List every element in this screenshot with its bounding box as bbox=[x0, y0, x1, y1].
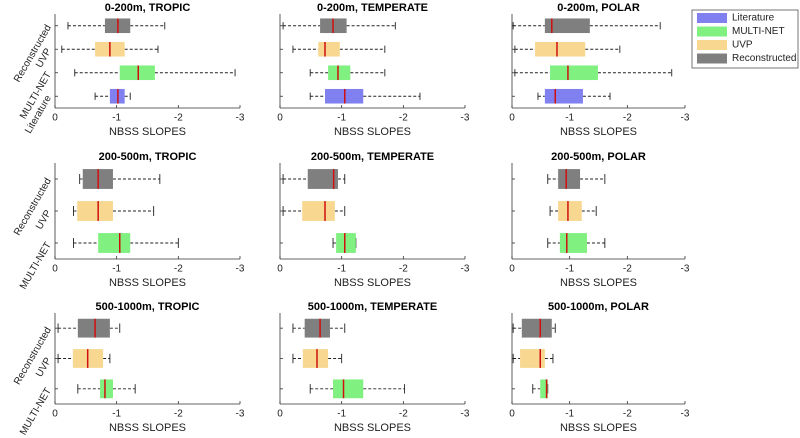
box bbox=[540, 379, 548, 399]
x-tick-label: -1 bbox=[565, 264, 574, 275]
box bbox=[521, 318, 552, 338]
box bbox=[559, 233, 587, 253]
x-tick-label: -3 bbox=[236, 264, 245, 275]
x-tick-label: -3 bbox=[461, 113, 470, 124]
x-tick-label: -2 bbox=[399, 264, 408, 275]
x-tick-label: -1 bbox=[112, 113, 121, 124]
x-tick-label: -1 bbox=[565, 113, 574, 124]
x-axis-label: NBSS SLOPES bbox=[560, 277, 637, 289]
x-tick-label: -2 bbox=[174, 409, 183, 420]
x-tick-label: -1 bbox=[112, 409, 121, 420]
x-axis-label: NBSS SLOPES bbox=[109, 422, 186, 434]
x-tick-label: -3 bbox=[236, 113, 245, 124]
box bbox=[558, 201, 582, 221]
box bbox=[520, 349, 545, 368]
x-tick-label: -2 bbox=[623, 113, 632, 124]
panel-title: 200-500m, POLAR bbox=[551, 151, 646, 163]
box bbox=[544, 88, 583, 104]
box bbox=[333, 379, 364, 399]
x-tick-label: -1 bbox=[337, 409, 346, 420]
box bbox=[535, 41, 586, 57]
x-tick-label: -3 bbox=[681, 409, 690, 420]
x-tick-label: 0 bbox=[509, 113, 515, 124]
x-tick-label: -3 bbox=[461, 264, 470, 275]
panel-title: 500-1000m, TROPIC bbox=[96, 301, 200, 313]
box bbox=[558, 169, 581, 189]
box bbox=[307, 169, 338, 189]
x-tick-label: 0 bbox=[277, 113, 283, 124]
box bbox=[98, 233, 131, 253]
y-tick-label: MULTI-NET bbox=[18, 386, 54, 437]
panel-title: 200-500m, TROPIC bbox=[99, 151, 197, 163]
y-tick-label: Reconstructed bbox=[12, 325, 54, 386]
panel-title: 0-200m, TROPIC bbox=[105, 2, 191, 14]
box bbox=[304, 318, 330, 338]
box bbox=[77, 201, 113, 221]
x-axis-label: NBSS SLOPES bbox=[334, 422, 411, 434]
box bbox=[302, 349, 329, 368]
x-tick-label: -3 bbox=[461, 409, 470, 420]
x-tick-label: -1 bbox=[112, 264, 121, 275]
box bbox=[336, 233, 356, 253]
x-tick-label: -2 bbox=[174, 264, 183, 275]
y-tick-label: MULTI-NET bbox=[18, 240, 54, 291]
x-tick-label: -1 bbox=[337, 113, 346, 124]
x-axis-label: NBSS SLOPES bbox=[109, 126, 186, 138]
x-tick-label: 0 bbox=[277, 409, 283, 420]
x-tick-label: -3 bbox=[681, 264, 690, 275]
x-axis-label: NBSS SLOPES bbox=[560, 126, 637, 138]
panel-title: 0-200m, POLAR bbox=[557, 2, 640, 14]
x-tick-label: 0 bbox=[277, 264, 283, 275]
x-tick-label: 0 bbox=[52, 113, 58, 124]
box bbox=[302, 201, 335, 221]
legend-swatch bbox=[697, 13, 727, 23]
y-tick-label: Reconstructed bbox=[12, 176, 54, 237]
box bbox=[100, 379, 113, 399]
panel-title: 200-500m, TEMPERATE bbox=[311, 151, 434, 163]
box bbox=[328, 65, 351, 81]
x-axis-label: NBSS SLOPES bbox=[334, 277, 411, 289]
panel-title: 500-1000m, TEMPERATE bbox=[308, 301, 437, 313]
panel-title: 0-200m, TEMPERATE bbox=[317, 2, 428, 14]
legend-label: Literature bbox=[732, 13, 775, 24]
x-axis-label: NBSS SLOPES bbox=[334, 126, 411, 138]
x-tick-label: 0 bbox=[52, 264, 58, 275]
box bbox=[77, 318, 110, 338]
box bbox=[318, 41, 340, 57]
x-tick-label: -1 bbox=[337, 264, 346, 275]
x-tick-label: -3 bbox=[681, 113, 690, 124]
box bbox=[119, 65, 155, 81]
x-tick-label: -2 bbox=[399, 409, 408, 420]
box bbox=[544, 18, 590, 34]
legend-swatch bbox=[697, 53, 727, 64]
x-axis-label: NBSS SLOPES bbox=[560, 422, 637, 434]
x-tick-label: -2 bbox=[623, 264, 632, 275]
x-tick-label: 0 bbox=[52, 409, 58, 420]
x-tick-label: -3 bbox=[236, 409, 245, 420]
x-tick-label: -2 bbox=[174, 113, 183, 124]
legend-label: MULTI-NET bbox=[732, 26, 785, 37]
legend-swatch bbox=[697, 26, 727, 37]
x-tick-label: -1 bbox=[565, 409, 574, 420]
x-tick-label: 0 bbox=[509, 264, 515, 275]
panel-title: 500-1000m, POLAR bbox=[548, 301, 649, 313]
legend-swatch bbox=[697, 40, 727, 50]
box bbox=[550, 65, 598, 81]
x-tick-label: -2 bbox=[623, 409, 632, 420]
y-tick-label: UVP bbox=[34, 208, 54, 232]
legend-label: Reconstructed bbox=[732, 53, 796, 64]
x-axis-label: NBSS SLOPES bbox=[109, 277, 186, 289]
x-tick-label: 0 bbox=[509, 409, 515, 420]
legend-label: UVP bbox=[732, 40, 753, 51]
x-tick-label: -2 bbox=[399, 113, 408, 124]
